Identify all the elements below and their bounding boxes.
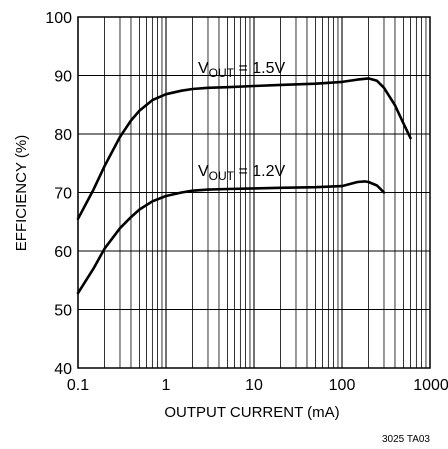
- x-tick-label: 10: [245, 377, 263, 394]
- y-tick-label: 100: [45, 10, 72, 27]
- x-tick-label: 100: [329, 377, 356, 394]
- y-tick-label: 40: [54, 361, 72, 378]
- figure-code: 3025 TA03: [382, 434, 430, 445]
- x-tick-label: 0.1: [67, 377, 89, 394]
- grid: [77, 16, 430, 369]
- x-tick-label: 1000: [413, 377, 448, 394]
- x-tick-label: 1: [162, 377, 171, 394]
- series-line-1: [76, 180, 386, 295]
- series-lines: [76, 77, 412, 295]
- y-tick-label: 50: [54, 303, 72, 320]
- series-line-0: [76, 77, 412, 221]
- tick-labels: 40 50 60 70 80 90 100 0.1 1 10 100 1000: [45, 10, 448, 394]
- series-label-1-2v: VOUT = 1.2V: [198, 163, 285, 183]
- x-axis-title: OUTPUT CURRENT (mA): [164, 404, 339, 421]
- y-tick-label: 60: [54, 244, 72, 261]
- y-axis-title: EFFICIENCY (%): [13, 135, 30, 251]
- y-tick-label: 70: [54, 186, 72, 203]
- y-tick-label: 90: [54, 69, 72, 86]
- plot-frame: [77, 16, 431, 369]
- y-tick-label: 80: [54, 127, 72, 144]
- series-label-1-5v: VOUT = 1.5V: [198, 60, 285, 80]
